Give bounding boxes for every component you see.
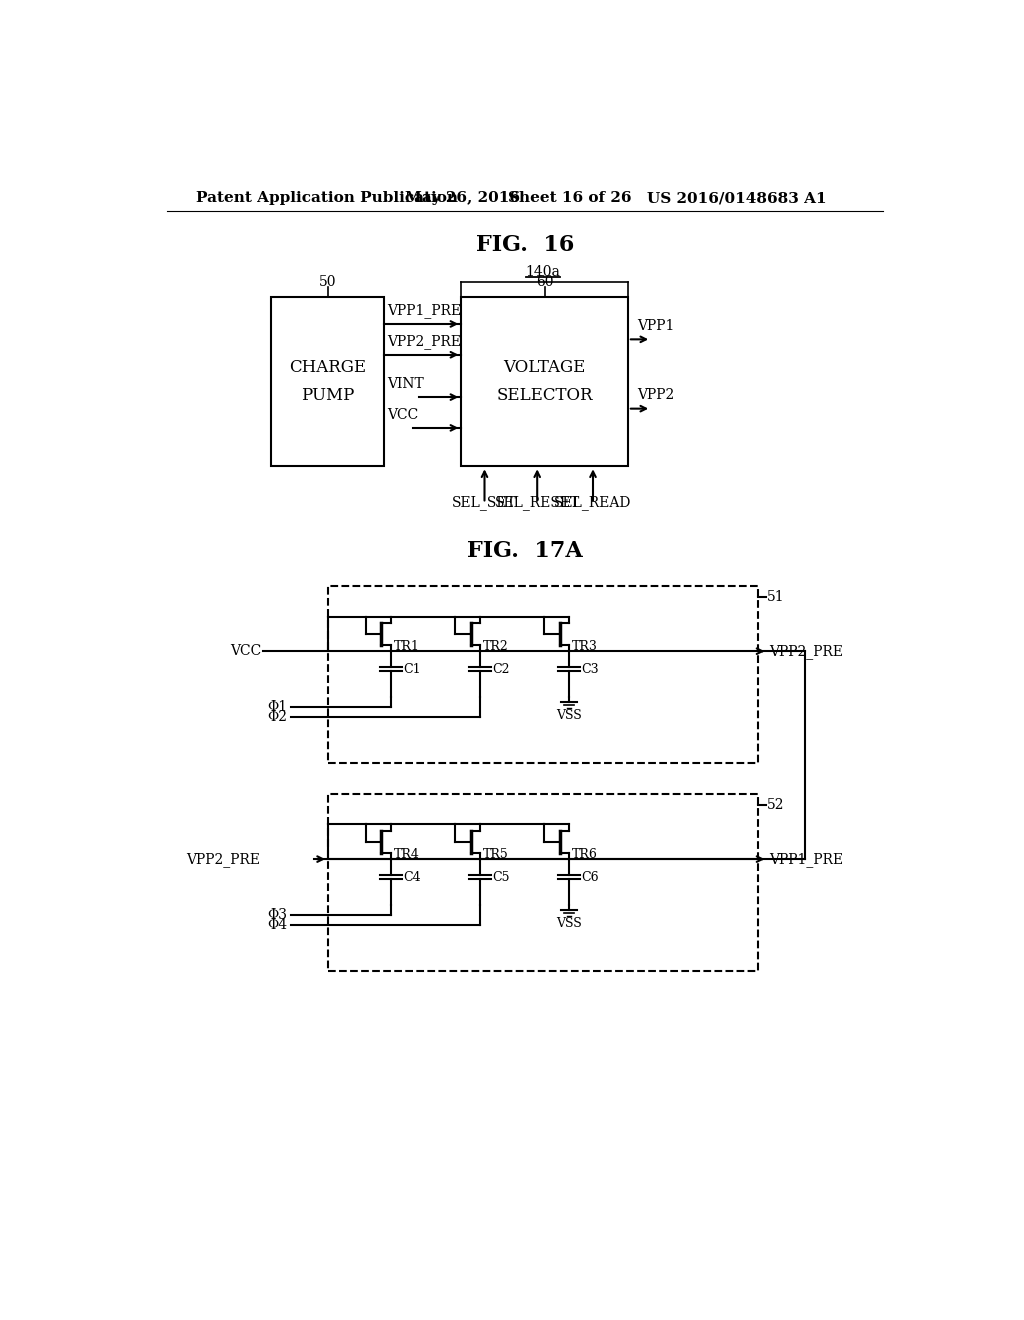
Text: C2: C2 [493,663,510,676]
Bar [461,297,628,466]
Text: TR3: TR3 [572,640,598,653]
Text: VPP1_PRE: VPP1_PRE [769,851,843,866]
Text: 51: 51 [767,590,785,605]
Text: C1: C1 [403,663,421,676]
Text: C6: C6 [582,871,599,884]
Bar [328,586,758,763]
Text: VSS: VSS [556,917,582,931]
Text: VCC: VCC [387,408,418,422]
Text: 60: 60 [536,275,553,289]
Text: FIG.  17A: FIG. 17A [467,540,583,562]
Text: TR2: TR2 [483,640,509,653]
Text: VINT: VINT [387,378,424,391]
Text: TR6: TR6 [572,847,598,861]
Text: 50: 50 [318,275,336,289]
Text: TR4: TR4 [394,847,420,861]
Text: VPP2_PRE: VPP2_PRE [769,644,843,659]
Text: Φ4: Φ4 [267,919,288,932]
Text: US 2016/0148683 A1: US 2016/0148683 A1 [647,191,826,206]
Text: C3: C3 [582,663,599,676]
Text: C5: C5 [493,871,510,884]
Text: Φ2: Φ2 [267,710,288,725]
Bar [328,793,758,970]
Text: FIG.  16: FIG. 16 [475,234,574,256]
Text: Φ3: Φ3 [267,908,288,921]
Text: VPP2: VPP2 [637,388,675,403]
Text: Φ1: Φ1 [267,700,288,714]
Text: VPP2_PRE: VPP2_PRE [185,851,260,866]
Text: CHARGE
PUMP: CHARGE PUMP [289,359,367,404]
Text: SEL_SET: SEL_SET [453,495,517,510]
Text: 140a: 140a [525,265,560,280]
Text: VSS: VSS [556,709,582,722]
Text: SEL_RESET: SEL_RESET [495,495,580,510]
Text: VPP1_PRE: VPP1_PRE [387,302,461,318]
Text: Patent Application Publication: Patent Application Publication [197,191,458,206]
Text: VPP1: VPP1 [637,319,675,333]
Text: VCC: VCC [230,644,261,659]
Text: VOLTAGE
SELECTOR: VOLTAGE SELECTOR [497,359,593,404]
Text: TR5: TR5 [483,847,509,861]
Text: 52: 52 [767,799,784,812]
Text: Sheet 16 of 26: Sheet 16 of 26 [508,191,631,206]
Text: VPP2_PRE: VPP2_PRE [387,334,461,348]
Text: TR1: TR1 [394,640,420,653]
Bar [271,297,384,466]
Text: C4: C4 [403,871,421,884]
Text: May 26, 2016: May 26, 2016 [406,191,520,206]
Text: SEL_READ: SEL_READ [554,495,632,510]
